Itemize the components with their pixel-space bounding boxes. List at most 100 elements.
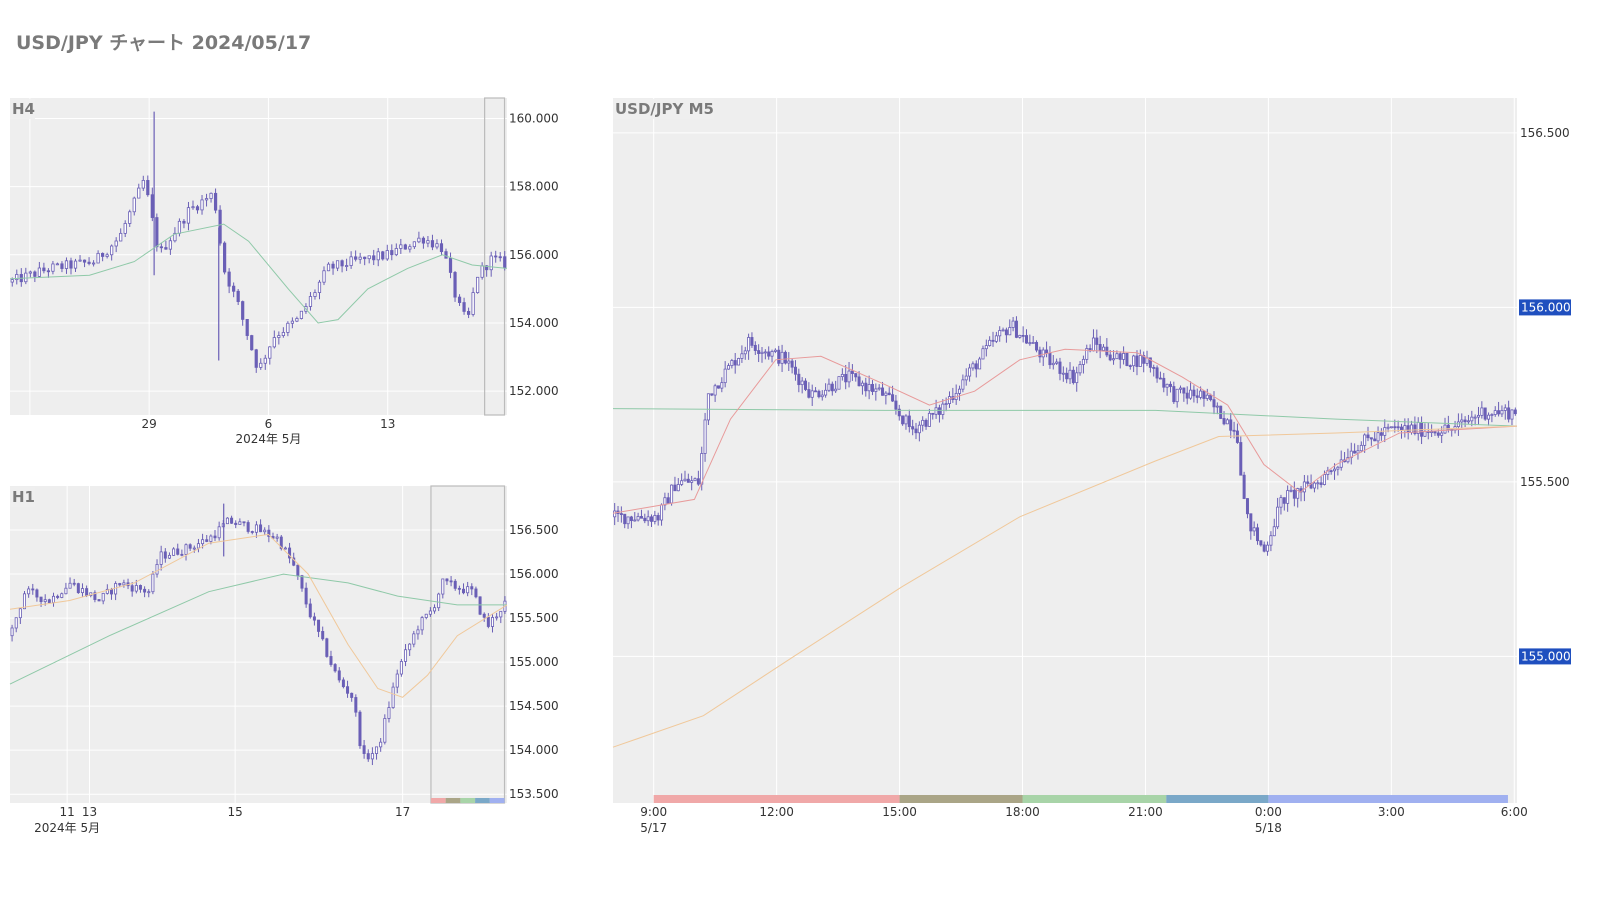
price-badge: [1519, 299, 1571, 316]
candle: [733, 352, 737, 374]
candle: [399, 238, 403, 254]
candle: [1252, 521, 1256, 536]
candle: [245, 319, 249, 340]
candle: [1168, 381, 1172, 393]
candle: [837, 376, 841, 390]
h1-plot-area: [10, 486, 507, 803]
candle: [1008, 319, 1012, 336]
candle: [87, 257, 91, 266]
candle: [1490, 413, 1494, 423]
candle: [325, 637, 329, 658]
candle: [155, 559, 159, 578]
candle: [341, 677, 345, 689]
h4-y-tick-label: 156.000: [509, 248, 559, 262]
candle: [1473, 414, 1477, 426]
candle: [482, 612, 486, 622]
candle: [250, 334, 254, 351]
candle: [1182, 387, 1186, 402]
candle: [143, 586, 147, 598]
candle: [723, 361, 727, 388]
candle: [747, 333, 751, 360]
candle: [757, 344, 761, 363]
candle: [670, 484, 674, 506]
candle: [773, 348, 777, 354]
candle: [727, 363, 731, 370]
candle: [408, 643, 412, 656]
h4-y-tick-label: 154.000: [509, 316, 559, 330]
candle: [478, 596, 482, 616]
candle: [1172, 381, 1176, 404]
candle: [250, 530, 254, 535]
h4-x-tick-label: 6: [265, 417, 273, 431]
candle: [1098, 335, 1102, 359]
candle: [151, 570, 155, 595]
session-band: [430, 798, 446, 803]
candle: [894, 394, 898, 415]
candle: [399, 658, 403, 677]
h1-x-tick-label: 13: [82, 805, 97, 819]
candle: [1138, 349, 1142, 367]
candle: [643, 513, 647, 524]
candle: [476, 276, 480, 294]
m5-x-tick-label: 0:00: [1255, 805, 1282, 819]
candle: [383, 714, 387, 745]
candle: [313, 289, 317, 300]
candle: [1125, 352, 1129, 367]
candle: [770, 349, 774, 363]
candle: [317, 279, 322, 300]
candle: [847, 361, 851, 388]
candle: [1112, 350, 1116, 365]
candle: [1433, 431, 1437, 436]
candle: [874, 383, 878, 401]
candle: [33, 270, 37, 283]
candle: [80, 583, 84, 597]
candle: [246, 520, 250, 534]
candle: [1256, 523, 1260, 545]
candle: [299, 310, 304, 320]
candle: [1507, 400, 1511, 423]
candle: [362, 739, 366, 759]
h1-y-tick-label: 155.000: [509, 655, 559, 669]
candle: [114, 237, 118, 253]
candle: [1202, 390, 1206, 407]
candle: [281, 327, 285, 338]
candle: [1262, 541, 1266, 553]
moving-average-line: [612, 348, 1518, 514]
candle: [449, 576, 453, 587]
candle: [998, 326, 1002, 342]
candle: [1493, 406, 1497, 417]
candle: [300, 574, 304, 592]
candle: [128, 209, 132, 227]
candle: [984, 339, 988, 357]
candle: [391, 682, 395, 709]
candle: [1306, 475, 1310, 487]
candle: [964, 368, 968, 386]
candle: [457, 585, 461, 595]
candle: [1061, 366, 1065, 382]
candle: [787, 352, 791, 371]
candle: [188, 543, 192, 551]
candle: [91, 260, 96, 267]
candle: [335, 260, 340, 272]
candle: [213, 188, 218, 214]
candle: [804, 378, 808, 392]
m5-x-tick-label: 15:00: [882, 805, 917, 819]
candle: [1269, 531, 1273, 552]
candle: [693, 477, 697, 482]
candle: [760, 346, 764, 363]
candle: [404, 644, 408, 667]
candle: [1480, 401, 1484, 419]
candle: [958, 385, 962, 401]
candle: [191, 200, 195, 210]
candle: [196, 538, 200, 553]
candle: [1286, 485, 1290, 512]
m5-x-tick-label: 6:00: [1501, 805, 1528, 819]
candle: [138, 584, 142, 593]
candle: [119, 228, 123, 242]
candle: [897, 404, 901, 421]
candle: [914, 422, 918, 440]
candle: [1259, 540, 1263, 547]
candle: [793, 360, 797, 381]
m5-y-tick-label: 155.500: [1520, 475, 1570, 489]
candle: [1500, 405, 1504, 418]
